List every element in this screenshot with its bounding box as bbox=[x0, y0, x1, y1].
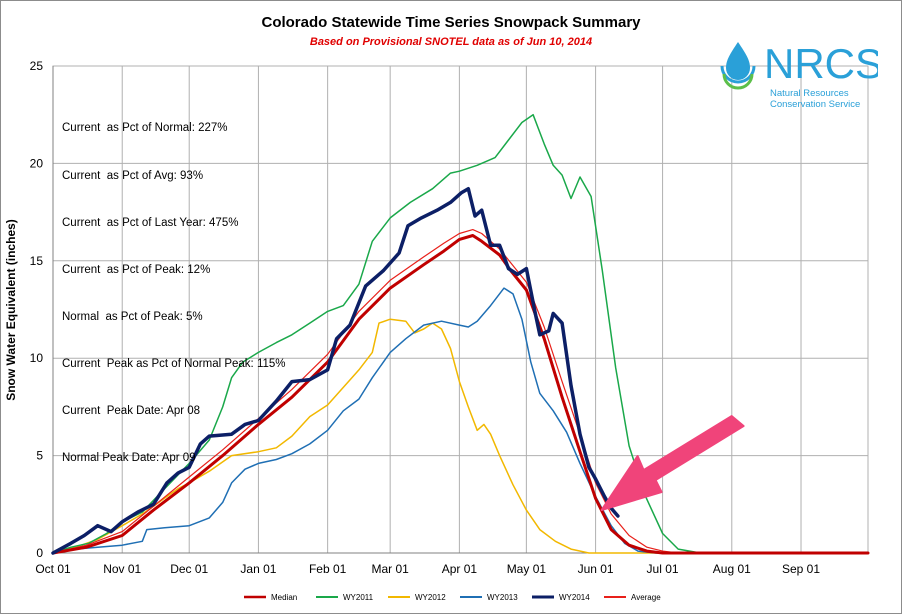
y-tick-label: 20 bbox=[30, 156, 44, 170]
stats-panel: Current as Pct of Normal: 227% Current a… bbox=[62, 90, 286, 483]
series-line-average bbox=[52, 229, 869, 554]
nrcs-logo: NRCS bbox=[720, 40, 878, 90]
stat-line: Normal as Pct of Peak: 5% bbox=[62, 310, 203, 323]
stat-line: Current as Pct of Last Year: 475% bbox=[62, 216, 239, 229]
water-drop-bowl-icon bbox=[720, 65, 756, 84]
stat-line: Normal Peak Date: Apr 09 bbox=[62, 452, 196, 465]
stat-line: Current Peak as Pct of Normal Peak: 115% bbox=[62, 357, 286, 370]
x-tick-label: Dec 01 bbox=[170, 562, 208, 576]
stat-line: Current as Pct of Avg: 93% bbox=[62, 169, 204, 182]
y-axis-label: Snow Water Equivalent (inches) bbox=[4, 219, 18, 401]
chart-subtitle: Based on Provisional SNOTEL data as of J… bbox=[309, 36, 593, 48]
x-tick-label: Oct 01 bbox=[35, 562, 71, 576]
legend-label-wy2012: WY2012 bbox=[415, 593, 446, 602]
logo-line-1: Natural Resources bbox=[770, 88, 849, 99]
y-tick-label: 10 bbox=[30, 351, 44, 365]
legend-label-average: Average bbox=[631, 593, 661, 602]
stat-line: Current as Pct of Peak: 12% bbox=[62, 263, 211, 276]
legend-label-wy2011: WY2011 bbox=[343, 593, 374, 602]
water-drop-icon bbox=[726, 42, 750, 80]
x-tick-label: Feb 01 bbox=[309, 562, 347, 576]
x-tick-label: Apr 01 bbox=[442, 562, 478, 576]
x-tick-label: Jan 01 bbox=[240, 562, 276, 576]
x-tick-label: Sep 01 bbox=[782, 562, 820, 576]
x-tick-label: May 01 bbox=[507, 562, 547, 576]
annotation-arrow bbox=[600, 415, 745, 512]
logo-line-2: Conservation Service bbox=[770, 99, 861, 110]
legend-label-wy2014: WY2014 bbox=[559, 593, 590, 602]
series-line-median bbox=[51, 234, 870, 555]
series-line-wy2014 bbox=[51, 186, 620, 555]
legend-label-wy2013: WY2013 bbox=[487, 593, 518, 602]
x-tick-label: Mar 01 bbox=[371, 562, 409, 576]
x-tick-label: Nov 01 bbox=[103, 562, 141, 576]
y-tick-label: 0 bbox=[36, 546, 43, 560]
x-tick-label: Jun 01 bbox=[578, 562, 614, 576]
x-tick-label: Jul 01 bbox=[647, 562, 679, 576]
water-drop-base-icon bbox=[722, 73, 754, 90]
y-tick-label: 25 bbox=[30, 59, 44, 73]
y-tick-label: 5 bbox=[36, 449, 43, 463]
logo-agency-name: Natural Resources Conservation Service bbox=[770, 88, 860, 110]
chart-title: Colorado Statewide Time Series Snowpack … bbox=[261, 14, 641, 31]
series-line-wy2013 bbox=[52, 287, 869, 554]
stat-line: Current as Pct of Normal: 227% bbox=[62, 122, 228, 135]
logo-wordmark: NRCS bbox=[764, 40, 878, 87]
stat-line: Current Peak Date: Apr 08 bbox=[62, 405, 201, 418]
y-tick-label: 15 bbox=[30, 254, 44, 268]
legend-label-median: Median bbox=[271, 593, 297, 602]
series-line-wy2012 bbox=[52, 318, 869, 554]
x-tick-label: Aug 01 bbox=[713, 562, 751, 576]
